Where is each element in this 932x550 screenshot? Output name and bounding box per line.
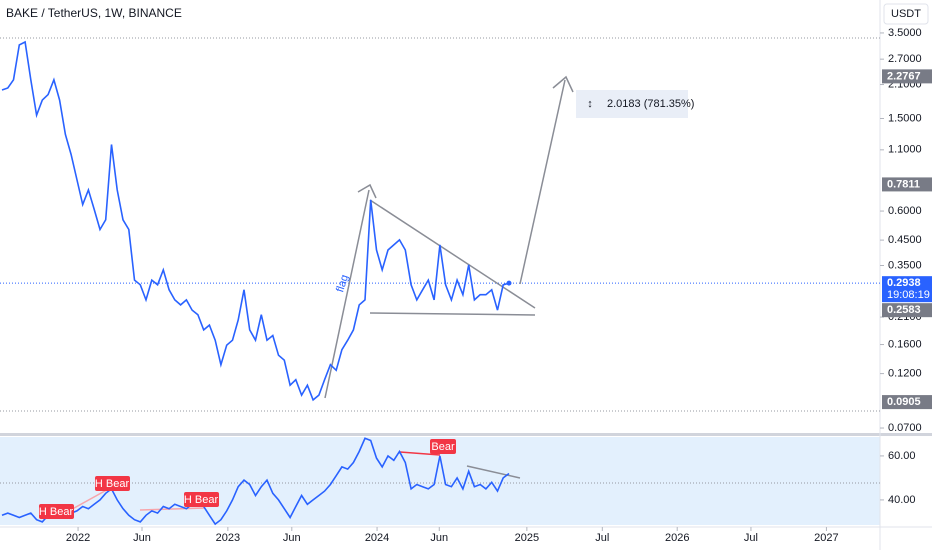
div-label: H Bear <box>95 478 130 490</box>
currency[interactable]: USDT <box>891 8 921 20</box>
y-tick-label: 0.6000 <box>888 205 922 217</box>
x-tick-label: 2024 <box>365 532 389 544</box>
rsi-labels: H Bear H Bear H Bear Bear <box>39 439 456 519</box>
x-tick-label: 2025 <box>515 532 539 544</box>
label-bg <box>430 439 456 454</box>
x-tick-label: Jun <box>283 532 301 544</box>
x-tick-label: 2022 <box>66 532 90 544</box>
y-tick-label: 0.1600 <box>888 338 922 350</box>
x-tick-label: 2026 <box>665 532 689 544</box>
rsi-trend <box>466 465 521 479</box>
chart-title: BAKE / TetherUS, 1W, BINANCE <box>6 6 182 20</box>
div-label: Bear <box>431 441 455 453</box>
countdown: 19:08:19 <box>887 289 930 301</box>
y-tick-label: 3.5000 <box>888 27 922 39</box>
y-tick-label: 0.4500 <box>888 234 922 246</box>
price-label: 0.2938 <box>887 277 921 289</box>
label-bg <box>95 476 130 491</box>
price-label: 0.7811 <box>887 178 920 190</box>
arrow-head <box>552 75 574 93</box>
y-tick-label: 0.0700 <box>888 422 922 434</box>
x-tick-label: 2023 <box>216 532 240 544</box>
price-label-bg <box>882 395 932 410</box>
price-label-bg <box>882 69 932 84</box>
y-tick-label: 40.00 <box>888 494 916 506</box>
x-tick-label: Jul <box>595 532 609 544</box>
label-bg <box>184 492 219 507</box>
y-tick-label: 60.00 <box>888 450 916 462</box>
price-label: 2.2767 <box>887 70 921 82</box>
arrow-head <box>357 183 377 199</box>
target-arrow <box>519 79 566 285</box>
x-tick-label: Jul <box>744 532 758 544</box>
y-tick-label: 0.3500 <box>888 259 922 271</box>
measure-box <box>576 90 688 118</box>
x-tick-label: 2027 <box>814 532 838 544</box>
price-label-bg <box>882 276 932 303</box>
x-tick-label: Jun <box>430 532 448 544</box>
price-label-bg <box>882 177 932 192</box>
drawings <box>57 75 574 518</box>
y-tick-label: 1.1000 <box>888 144 922 156</box>
div-label: H Bear <box>184 494 219 506</box>
last-point <box>506 280 512 286</box>
div-label: H Bear <box>39 506 74 518</box>
div-line <box>139 507 206 511</box>
price-line <box>1 40 510 402</box>
triangle-upper <box>369 199 536 309</box>
measure-icon: ↕ <box>587 98 593 110</box>
price-line <box>1 437 510 526</box>
measure-label: 2.0183 (781.35%) <box>607 98 694 110</box>
y-tick-label: 0.1200 <box>888 367 922 379</box>
currency-button[interactable] <box>883 3 929 25</box>
y-tick-label: 2.7000 <box>888 53 922 65</box>
flag-pole <box>324 189 370 399</box>
y-tick-label: 1.5000 <box>888 112 922 124</box>
price-label-bg <box>882 303 932 318</box>
label-bg <box>39 504 74 519</box>
x-tick-label: Jun <box>133 532 151 544</box>
div-line <box>399 451 441 456</box>
price-label: 0.2583 <box>887 304 921 316</box>
flag-label: flag <box>334 273 351 294</box>
price-label: 0.0905 <box>887 396 921 408</box>
triangle-lower <box>369 312 536 316</box>
